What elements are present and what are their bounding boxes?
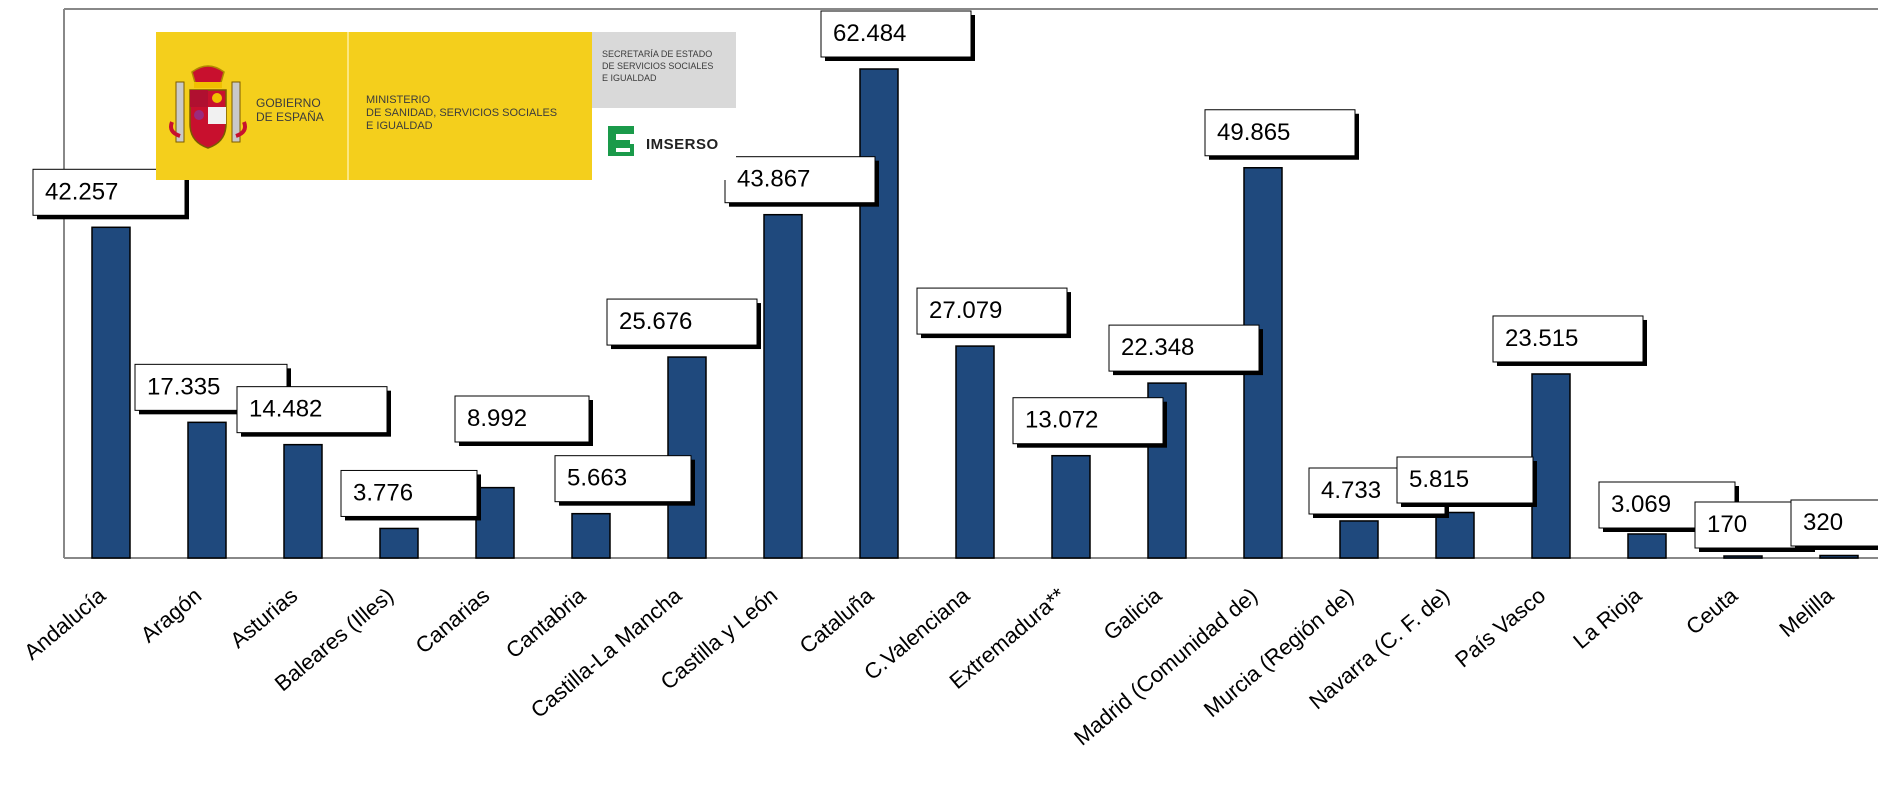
- data-label-text-12: 49.865: [1217, 119, 1290, 146]
- bar-1: [187, 421, 227, 559]
- bar-16: [1627, 533, 1667, 559]
- data-label-text-16: 3.069: [1611, 491, 1671, 518]
- data-label-18: 320: [1790, 499, 1878, 550]
- data-label-text-15: 23.515: [1505, 325, 1578, 352]
- data-label-text-11: 22.348: [1121, 334, 1194, 361]
- bar-5: [571, 512, 611, 559]
- data-label-text-1: 17.335: [147, 373, 220, 400]
- data-label-text-5: 5.663: [567, 465, 627, 492]
- data-label-text-3: 3.776: [353, 479, 413, 506]
- ministerio-text: MINISTERIO DE SANIDAD, SERVICIOS SOCIALE…: [366, 94, 558, 132]
- bar-9: [955, 345, 995, 559]
- bar-17: [1723, 555, 1763, 559]
- x-tick-label-17: Ceuta: [1681, 582, 1743, 639]
- government-header-banner: GOBIERNO DE ESPAÑA MINISTERIO DE SANIDAD…: [156, 32, 736, 180]
- x-tick-label-16: La Rioja: [1568, 582, 1646, 654]
- data-label-text-17: 170: [1707, 511, 1747, 538]
- data-label-text-7: 43.867: [737, 166, 810, 193]
- header-divider: [347, 32, 349, 180]
- x-tick-label-0: Andalucía: [19, 582, 111, 665]
- gobierno-de-espana-text: GOBIERNO DE ESPAÑA: [256, 96, 324, 124]
- data-label-7: 43.867: [724, 156, 879, 207]
- x-tick-label-18: Melilla: [1774, 582, 1838, 642]
- data-label-text-0: 42.257: [45, 178, 118, 205]
- data-label-6: 25.676: [606, 298, 761, 350]
- x-tick-label-12: Madrid (Comunidad de): [1069, 583, 1262, 751]
- bar-14: [1435, 511, 1475, 559]
- data-label-0: 42.257: [32, 168, 189, 220]
- bar-18: [1819, 554, 1859, 559]
- x-tick-label-5: Cantabria: [501, 582, 591, 663]
- data-label-text-13: 4.733: [1321, 477, 1381, 504]
- x-tick-label-15: País Vasco: [1450, 583, 1550, 673]
- imserso-text: IMSERSO: [646, 136, 719, 153]
- data-label-text-9: 27.079: [929, 297, 1002, 324]
- x-tick-label-4: Canarias: [411, 583, 495, 659]
- data-label-14: 5.815: [1396, 456, 1537, 507]
- data-label-text-8: 62.484: [833, 20, 906, 47]
- data-label-text-4: 8.992: [467, 405, 527, 432]
- imserso-logo-icon: [608, 126, 634, 156]
- data-labels-group: 42.257 17.335 14.482 3.776 8.992 5.663 25.676 4…: [32, 10, 1878, 552]
- bar-15: [1531, 373, 1571, 559]
- bar-2: [283, 443, 323, 559]
- x-tick-label-11: Galicia: [1099, 582, 1167, 645]
- data-label-text-14: 5.815: [1409, 466, 1469, 493]
- data-label-12: 49.865: [1204, 109, 1359, 160]
- header-gray-panel: [592, 32, 736, 108]
- secretaria-text: SECRETARÍA DE ESTADO DE SERVICIOS SOCIAL…: [602, 49, 714, 83]
- x-tick-label-8: Cataluña: [795, 582, 879, 658]
- data-label-15: 23.515: [1492, 315, 1647, 366]
- bar-3: [379, 527, 419, 559]
- data-label-text-2: 14.482: [249, 396, 322, 423]
- data-label-text-6: 25.676: [619, 308, 692, 335]
- bar-0: [91, 226, 131, 559]
- bar-13: [1339, 520, 1379, 559]
- bar-7: [763, 213, 803, 559]
- data-label-text-18: 320: [1803, 509, 1843, 536]
- data-label-9: 27.079: [916, 287, 1071, 339]
- coat-of-arms-icon: [169, 65, 247, 149]
- data-label-text-10: 13.072: [1025, 407, 1098, 434]
- header-yellow-panel: [156, 32, 592, 180]
- data-label-2: 14.482: [236, 386, 391, 437]
- x-tick-label-2: Asturias: [225, 583, 302, 653]
- bar-8: [859, 68, 899, 559]
- data-label-5: 5.663: [554, 455, 695, 506]
- bar-4: [475, 486, 515, 559]
- data-label-11: 22.348: [1108, 324, 1263, 376]
- data-label-3: 3.776: [340, 469, 481, 521]
- data-label-10: 13.072: [1012, 397, 1167, 448]
- data-label-8: 62.484: [820, 10, 975, 61]
- data-label-4: 8.992: [454, 395, 593, 446]
- bar-10: [1051, 454, 1091, 559]
- x-tick-label-1: Aragón: [136, 583, 206, 648]
